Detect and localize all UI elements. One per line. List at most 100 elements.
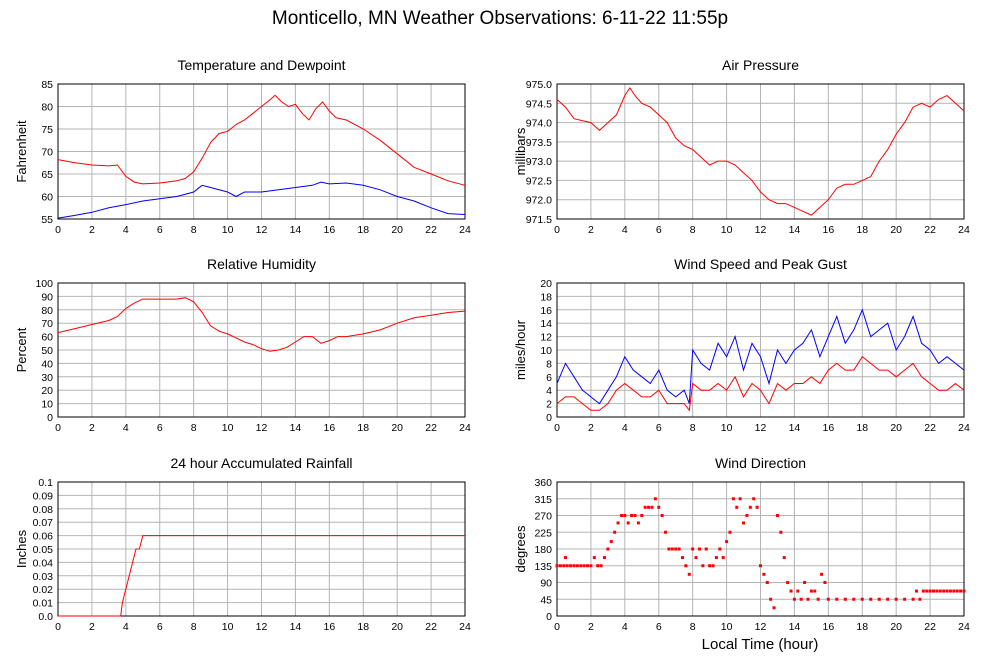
direction-point (772, 606, 776, 610)
temp-ytick-label: 80 (41, 102, 53, 114)
direction-point (938, 589, 942, 593)
humidity-xtick-label: 12 (256, 422, 268, 434)
direction-point (869, 597, 873, 601)
direction-point (779, 530, 783, 534)
rain-xtick-label: 20 (391, 621, 403, 633)
direction-point (596, 564, 600, 568)
pressure-xtick-label: 12 (755, 224, 767, 236)
pressure-xtick-label: 10 (721, 224, 733, 236)
rain-ytick-label: 0.01 (33, 598, 54, 610)
humidity-title: Relative Humidity (207, 256, 316, 272)
direction-point (606, 547, 610, 551)
wind-ylabel: miles/hour (513, 319, 528, 380)
direction-xtick-label: 4 (622, 621, 628, 633)
direction-point (708, 564, 712, 568)
wind-xtick-label: 16 (822, 422, 834, 434)
direction-point (826, 597, 830, 601)
direction-point (725, 540, 729, 544)
direction-point (697, 547, 701, 551)
direction-point (911, 597, 915, 601)
humidity-ytick-label: 10 (41, 399, 53, 411)
direction-point (711, 564, 715, 568)
direction-point (799, 597, 803, 601)
direction-point (935, 589, 939, 593)
wind-xtick-label: 24 (958, 422, 970, 434)
direction-point (640, 514, 644, 517)
wind-xtick-label: 22 (924, 422, 936, 434)
rain-ylabel: Inches (14, 529, 29, 568)
humidity-ytick-label: 0 (47, 412, 53, 424)
rain-ytick-label: 0.04 (33, 557, 54, 569)
direction-point (694, 556, 698, 560)
direction-point (630, 514, 634, 517)
direction-xtick-label: 18 (856, 621, 868, 633)
wind-ytick-label: 18 (540, 291, 552, 303)
direction-ytick-label: 45 (540, 594, 552, 606)
direction-point (877, 597, 881, 601)
direction-point (792, 597, 796, 601)
temp-title: Temperature and Dewpoint (177, 57, 345, 73)
pressure-ytick-label: 974.5 (526, 98, 552, 110)
pressure-xtick-label: 16 (822, 224, 834, 236)
direction-xtick-label: 8 (690, 621, 696, 633)
direction-point (945, 589, 949, 593)
rain-frame (57, 481, 466, 617)
direction-point (684, 564, 688, 568)
rain-xtick-label: 0 (55, 621, 61, 633)
wind-xtick-label: 2 (588, 422, 594, 434)
temp-xtick-label: 10 (222, 224, 234, 236)
rain-ytick-label: 0.03 (33, 571, 54, 583)
direction-point (714, 556, 718, 560)
pressure-xtick-label: 6 (656, 224, 662, 236)
direction-point (636, 521, 640, 525)
humidity-xtick-label: 8 (191, 422, 197, 434)
humidity-xtick-label: 6 (157, 422, 163, 434)
humidity-xtick-label: 20 (391, 422, 403, 434)
direction-xtick-label: 24 (958, 621, 970, 633)
direction-point (928, 589, 932, 593)
rain-series-line-red (58, 535, 465, 617)
direction-point (586, 564, 590, 568)
direction-point (959, 589, 963, 593)
direction-point (816, 597, 820, 601)
wind-xtick-label: 20 (890, 422, 902, 434)
direction-ytick-label: 90 (540, 578, 552, 590)
direction-point (619, 514, 623, 517)
direction-xtick-label: 12 (755, 621, 767, 633)
wind-ytick-label: 4 (546, 385, 552, 397)
wind-xtick-label: 0 (554, 422, 560, 434)
temp-ytick-label: 60 (41, 192, 53, 204)
direction-point (745, 514, 749, 517)
pressure-xtick-label: 4 (622, 224, 628, 236)
direction-point (616, 521, 620, 525)
direction-ytick-label: 135 (534, 561, 552, 573)
direction-point (796, 589, 800, 593)
direction-xtick-label: 10 (721, 621, 733, 633)
pressure-title: Air Pressure (722, 57, 799, 73)
direction-point (782, 556, 786, 560)
direction-xtick-label: 6 (656, 621, 662, 633)
direction-point (582, 564, 586, 568)
humidity-ytick-label: 100 (35, 278, 53, 290)
direction-point (931, 589, 935, 593)
rain-xtick-label: 12 (256, 621, 268, 633)
direction-ylabel: degrees (513, 525, 528, 572)
rain-xtick-label: 4 (123, 621, 129, 633)
direction-point (647, 505, 651, 509)
humidity-xtick-label: 4 (123, 422, 129, 434)
temp-xtick-label: 16 (323, 224, 335, 236)
pressure-ytick-label: 972.0 (526, 195, 552, 207)
direction-point (820, 572, 824, 576)
wind-ytick-label: 16 (540, 305, 552, 317)
humidity-xtick-label: 22 (425, 422, 437, 434)
temp-ylabel: Fahrenheit (14, 120, 29, 183)
temp-xtick-label: 20 (391, 224, 403, 236)
direction-point (769, 597, 773, 601)
direction-point (813, 589, 817, 593)
direction-point (565, 564, 569, 568)
direction-point (657, 505, 661, 509)
pressure-ylabel: millibars (513, 127, 528, 175)
temp-frame (57, 83, 466, 220)
